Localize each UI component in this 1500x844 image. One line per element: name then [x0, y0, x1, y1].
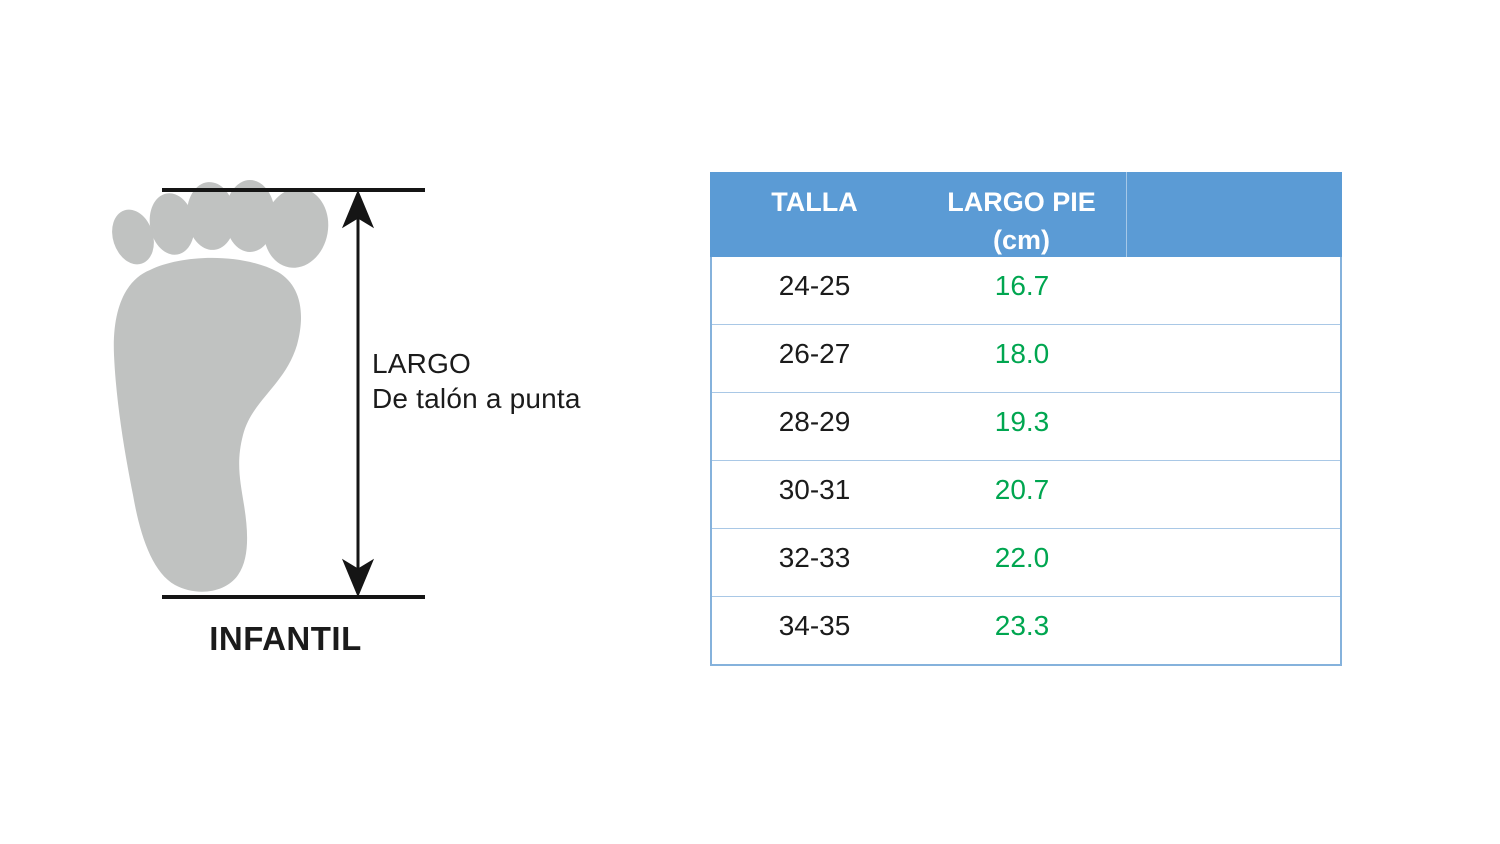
toe-icon — [186, 182, 236, 250]
empty-cell — [1127, 461, 1340, 528]
big-toe-icon — [263, 188, 329, 268]
foot-sole-shape — [113, 257, 302, 592]
length-annotation-line2: De talón a punta — [372, 383, 581, 414]
empty-cell — [1127, 529, 1340, 596]
diagram-title: INFANTIL — [209, 620, 362, 657]
arrowhead-down-icon — [341, 558, 375, 598]
header-largo-line1: LARGO PIE — [947, 187, 1096, 217]
table-row: 24-25 16.7 — [712, 257, 1340, 324]
arrowhead-up-icon — [341, 189, 375, 229]
length-cell: 18.0 — [994, 337, 1050, 369]
empty-cell — [1127, 325, 1340, 392]
length-annotation: LARGO De talón a punta — [372, 346, 581, 416]
size-cell: 30-31 — [778, 473, 851, 505]
table-row: 30-31 20.7 — [712, 460, 1340, 528]
header-cell-talla: TALLA — [771, 187, 858, 217]
header-largo-line2: (cm) — [992, 225, 1050, 255]
size-cell: 34-35 — [778, 609, 851, 641]
toe-icon — [149, 193, 195, 255]
length-cell: 16.7 — [994, 269, 1050, 301]
empty-cell — [1127, 597, 1340, 664]
length-cell: 23.3 — [994, 609, 1050, 641]
header-cell-largo-pie: LARGO PIE (cm) — [917, 172, 1127, 259]
length-cell: 20.7 — [994, 473, 1050, 505]
header-cell-empty — [1127, 172, 1340, 259]
foot-measurement-diagram — [112, 180, 425, 599]
size-cell: 32-33 — [778, 541, 851, 573]
size-cell: 26-27 — [778, 337, 851, 369]
size-cell: 28-29 — [778, 405, 851, 437]
length-annotation-line1: LARGO — [372, 348, 472, 379]
toe-icon — [225, 180, 275, 252]
table-row: 32-33 22.0 — [712, 528, 1340, 596]
size-table: TALLA LARGO PIE (cm) 24-25 16.7 26-27 18… — [710, 172, 1342, 666]
dimension-lines — [162, 188, 425, 599]
empty-cell — [1127, 393, 1340, 460]
table-row: 26-27 18.0 — [712, 324, 1340, 392]
footprint-graphic — [112, 180, 329, 592]
empty-cell — [1127, 257, 1340, 324]
toe-small-icon — [112, 209, 154, 265]
size-cell: 24-25 — [778, 269, 851, 301]
size-table-header: TALLA LARGO PIE (cm) — [710, 172, 1342, 259]
length-cell: 19.3 — [994, 405, 1050, 437]
table-row: 34-35 23.3 — [712, 596, 1340, 664]
table-row: 28-29 19.3 — [712, 392, 1340, 460]
length-cell: 22.0 — [994, 541, 1050, 573]
